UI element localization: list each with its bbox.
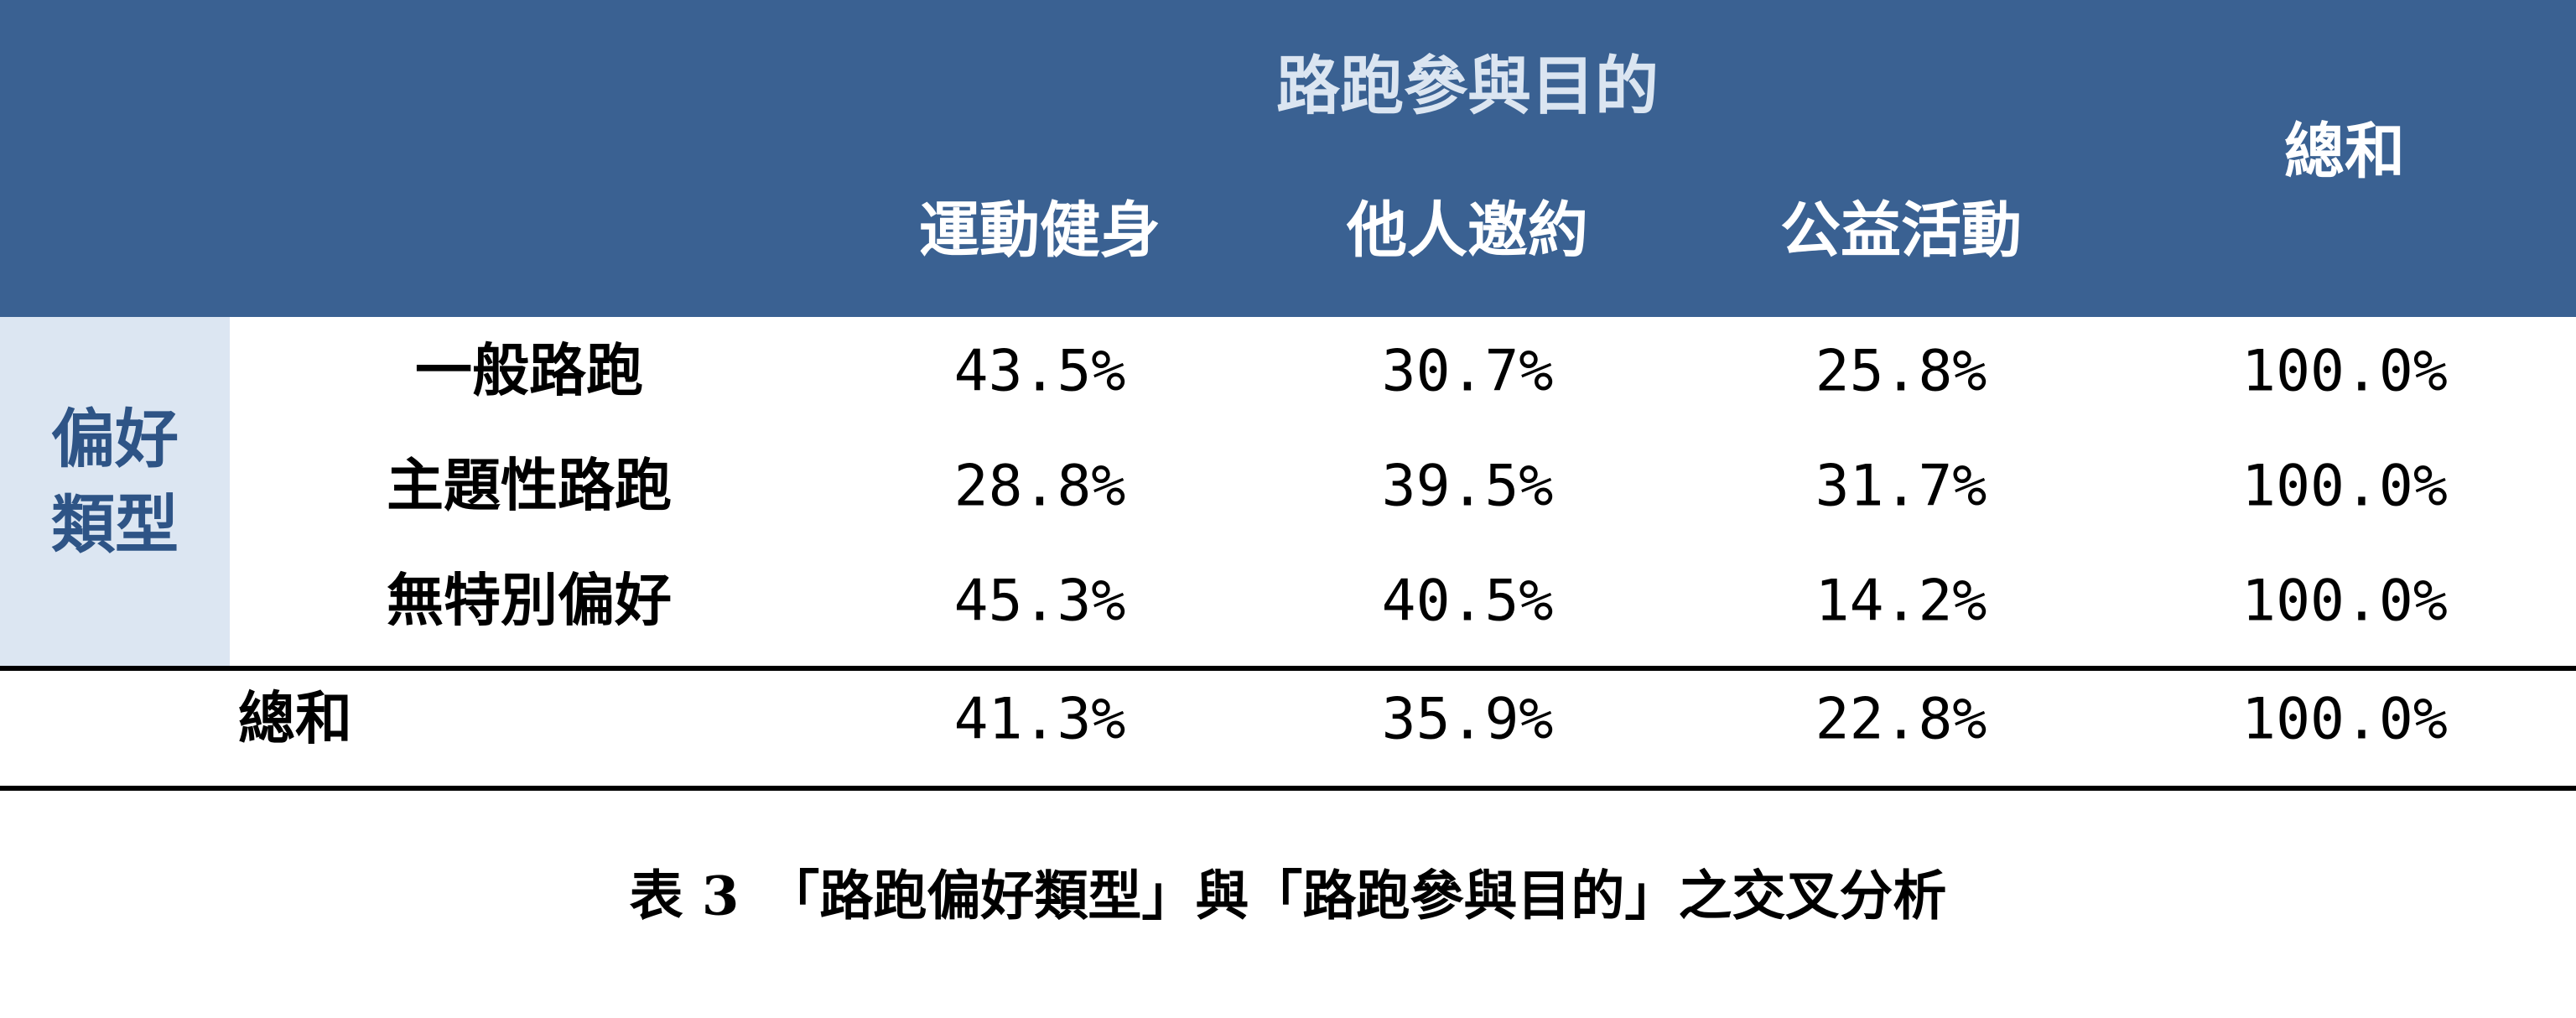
cell: 100.0% <box>2241 569 2448 635</box>
total-label: 總和 <box>238 687 352 753</box>
row-label: 主題性路跑 <box>387 454 672 520</box>
cell: 40.5% <box>1382 569 1554 635</box>
cell: 25.8% <box>1815 339 1987 405</box>
row-label: 無特別偏好 <box>387 569 672 635</box>
group-header: 路跑參與目的 <box>1276 49 1659 123</box>
cell: 14.2% <box>1815 569 1987 635</box>
total-header: 總和 <box>2284 117 2405 187</box>
row-group: 偏好 <box>51 402 179 476</box>
header-band <box>0 0 2576 317</box>
side-band <box>0 317 230 667</box>
column-header: 公益活動 <box>1780 195 2022 266</box>
row-label: 一般路跑 <box>415 339 643 405</box>
cell: 100.0% <box>2241 454 2448 520</box>
cell: 41.3% <box>954 687 1126 753</box>
cell: 31.7% <box>1815 454 1987 520</box>
cell: 43.5% <box>954 339 1126 405</box>
cell: 100.0% <box>2241 687 2448 753</box>
cell: 100.0% <box>2241 339 2448 405</box>
cell: 28.8% <box>954 454 1126 520</box>
cell: 22.8% <box>1815 687 1987 753</box>
cell: 30.7% <box>1382 339 1554 405</box>
caption: 表 3 「路跑偏好類型」與「路跑參與目的」之交叉分析 <box>630 865 1947 928</box>
cell: 39.5% <box>1382 454 1554 520</box>
row-group: 類型 <box>51 487 179 562</box>
cell: 35.9% <box>1382 687 1554 753</box>
column-header: 他人邀約 <box>1346 195 1588 266</box>
cell: 45.3% <box>954 569 1126 635</box>
column-header: 運動健身 <box>919 195 1161 266</box>
